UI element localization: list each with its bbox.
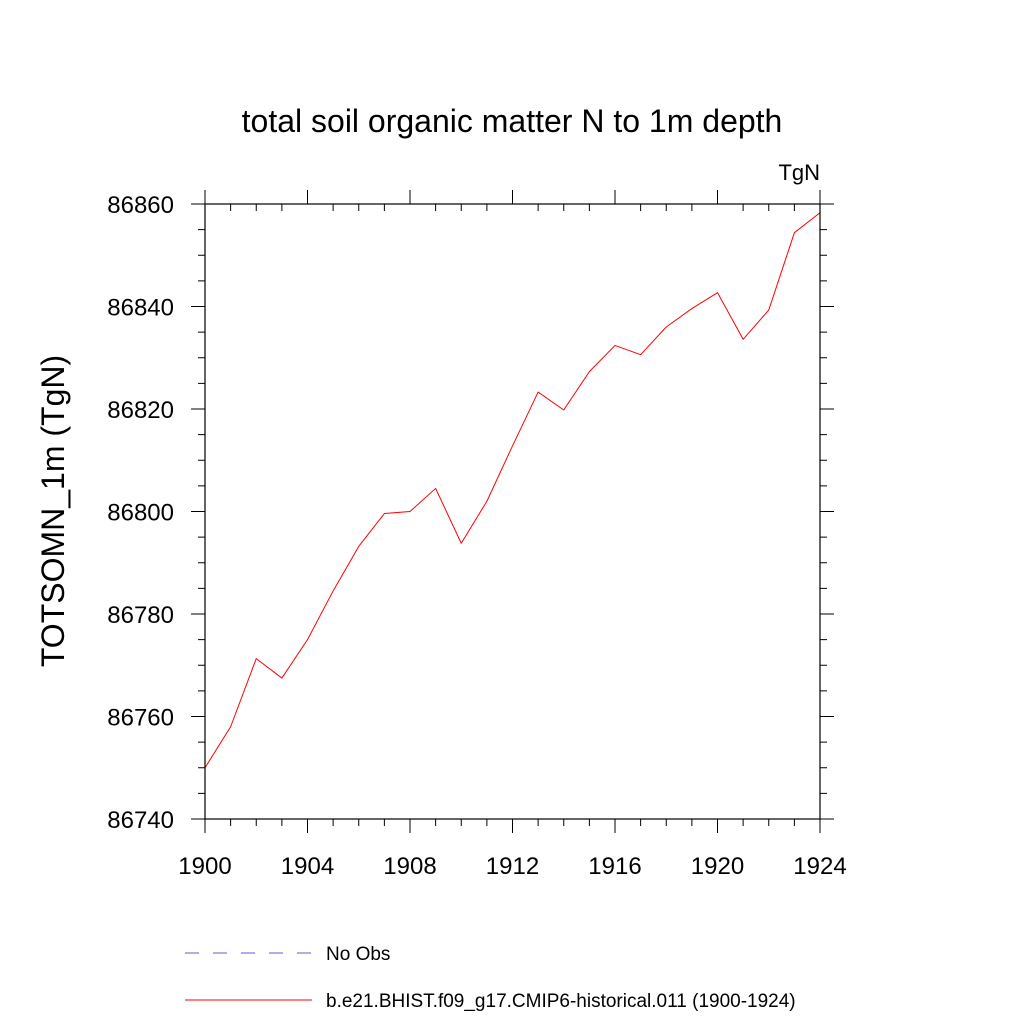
x-tick-label: 1924 [793,853,846,880]
x-tick-label: 1908 [383,853,436,880]
x-tick-labels: 1900 1904 1908 1912 1916 1920 1924 [178,853,846,880]
units-label: TgN [778,160,820,185]
y-tick-label: 86780 [107,602,174,629]
y-tick-label: 86860 [107,192,174,219]
y-tick-label: 86820 [107,397,174,424]
y-tick-labels: 86740 86760 86780 86800 86820 86840 86860 [107,192,174,834]
x-tick-label: 1916 [588,853,641,880]
y-axis-label: TOTSOMN_1m (TgN) [35,355,71,667]
y-tick-label: 86740 [107,807,174,834]
y-tick-label: 86840 [107,295,174,322]
plot-frame [204,203,821,820]
minor-ticks [198,204,827,826]
legend-label-historical: b.e21.BHIST.f09_g17.CMIP6-historical.011… [326,991,796,1012]
x-tick-label: 1912 [486,853,539,880]
series-layer [204,212,821,769]
x-tick-label: 1904 [281,853,334,880]
x-tick-label: 1920 [691,853,744,880]
series-line-0 [204,212,821,769]
chart-title: total soil organic matter N to 1m depth [242,103,783,139]
y-tick-label: 86760 [107,705,174,732]
major-ticks [191,190,834,833]
y-tick-label: 86800 [107,500,174,527]
legend-label-no-obs: No Obs [326,944,390,965]
x-tick-label: 1900 [178,853,231,880]
legend: No Obs b.e21.BHIST.f09_g17.CMIP6-histori… [185,944,796,1012]
